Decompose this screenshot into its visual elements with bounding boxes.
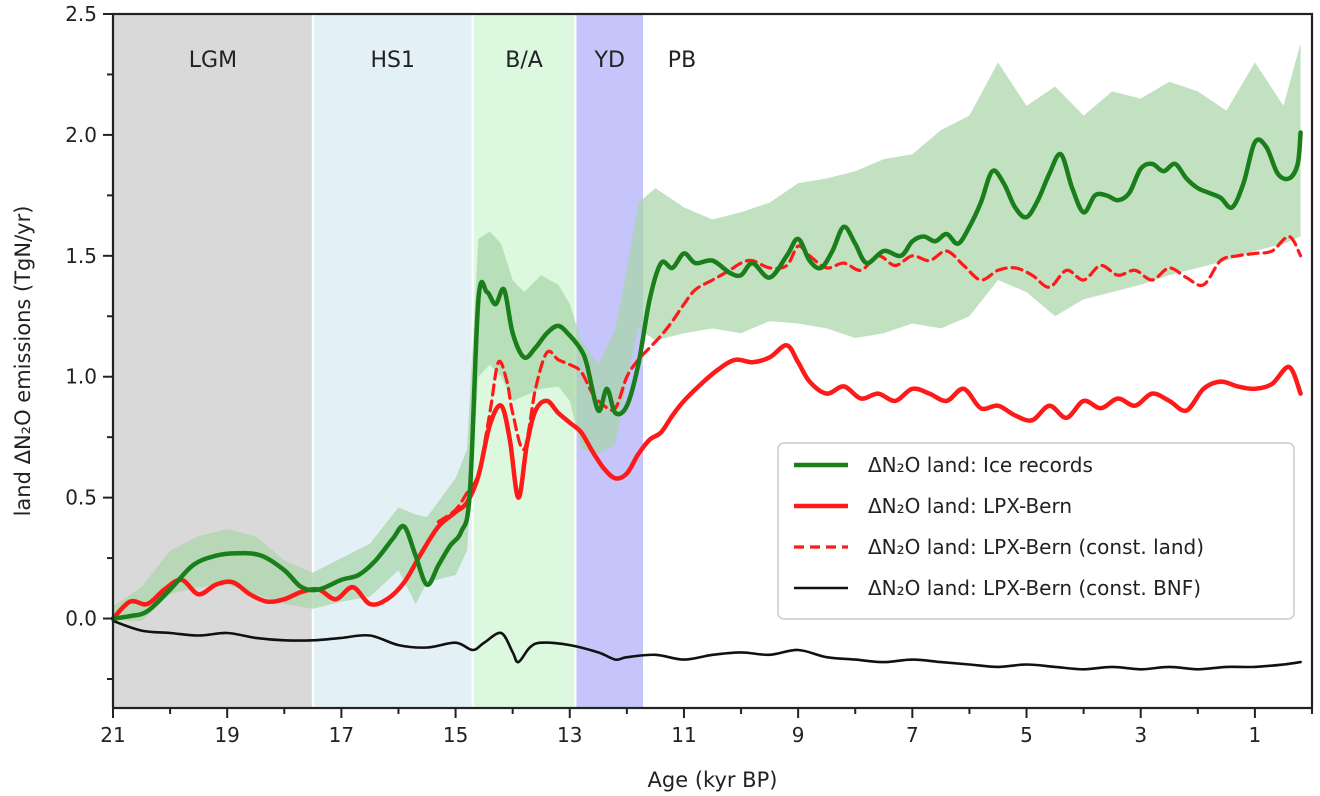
- period-label-ba: B/A: [505, 48, 543, 73]
- series-line-n-o-land-lpx-bern-const-land: [436, 234, 1303, 524]
- x-tick-label: 1: [1249, 723, 1262, 747]
- x-tick-label: 11: [671, 723, 696, 747]
- period-label-pb: PB: [668, 48, 696, 73]
- x-axis: 21 19 17 15 13 11 9 7 5 3 1: [100, 708, 1313, 747]
- x-tick-label: 7: [906, 723, 919, 747]
- legend-label-n-o-land-ice-records: ΔN₂O land: Ice records: [868, 453, 1093, 477]
- x-tick-label: 3: [1134, 723, 1147, 747]
- y-tick-label: 1.0: [65, 365, 97, 389]
- legend-label-n-o-land-lpx-bern: ΔN₂O land: LPX-Bern: [868, 494, 1072, 518]
- period-label-yd: YD: [594, 48, 625, 73]
- legend: ΔN₂O land: Ice records ΔN₂O land: LPX-Ber…: [777, 442, 1295, 620]
- legend-label-n-o-land-lpx-bern-const-bnf: ΔN₂O land: LPX-Bern (const. BNF): [868, 576, 1201, 600]
- period-band-hs1: [312, 14, 473, 708]
- series-line-n-o-land-lpx-bern-const-bnf: [111, 619, 1302, 671]
- x-tick-label: 15: [443, 723, 468, 747]
- y-tick-label: 0.0: [65, 607, 97, 631]
- y-tick-label: 2.5: [65, 2, 97, 26]
- period-label-hs1: HS1: [371, 48, 416, 73]
- x-tick-label: 19: [214, 723, 239, 747]
- x-tick-label: 21: [100, 723, 125, 747]
- x-tick-label: 13: [557, 723, 582, 747]
- legend-box: [777, 442, 1295, 620]
- x-tick-label: 17: [329, 723, 354, 747]
- y-tick-label: 1.5: [65, 244, 97, 268]
- legend-label-n-o-land-lpx-bern-const-land: ΔN₂O land: LPX-Bern (const. land): [868, 535, 1204, 559]
- y-tick-label: 2.0: [65, 123, 97, 147]
- y-axis-label: land ΔN₂O emissions (TgN/yr): [11, 206, 35, 517]
- series-line-n-o-land-lpx-bern: [110, 343, 1303, 621]
- series-lines: [110, 130, 1303, 671]
- series-line-n-o-land-ice-records: [110, 130, 1303, 621]
- period-labels: LGM HS1 B/A YD PB: [189, 48, 696, 73]
- x-axis-label: Age (kyr BP): [648, 768, 778, 792]
- y-axis: 0.0 0.5 1.0 1.5 2.0 2.5: [65, 2, 113, 680]
- x-tick-label: 9: [792, 723, 805, 747]
- y-tick-label: 0.5: [65, 486, 97, 510]
- plot-frame: [111, 12, 1314, 710]
- x-tick-label: 5: [1020, 723, 1033, 747]
- period-label-lgm: LGM: [189, 48, 237, 73]
